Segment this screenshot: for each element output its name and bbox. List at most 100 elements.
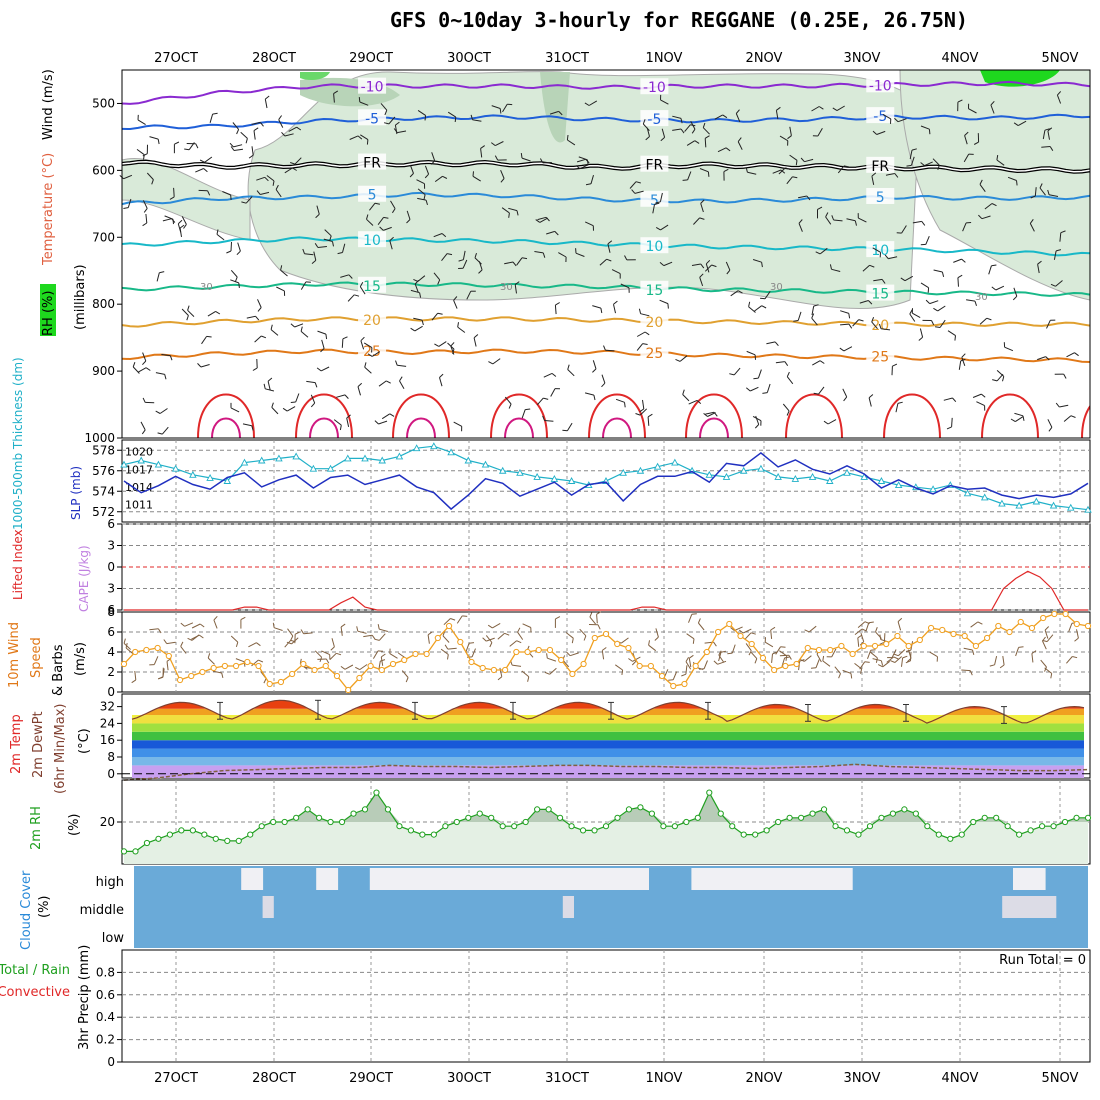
wind-barb: [381, 413, 391, 420]
surface-wind-barb: [750, 632, 756, 635]
surface-wind-barb: [125, 642, 128, 649]
wind-barb: [267, 381, 271, 391]
thickness-marker: [344, 454, 352, 462]
surface-wind-barb: [689, 654, 694, 659]
wind-barb: [132, 366, 140, 374]
wind-barb: [142, 360, 147, 366]
surface-wind-barb: [555, 616, 561, 620]
wind-barb: [811, 306, 815, 316]
surface-wind-barb: [371, 634, 376, 640]
wind-barb: [995, 285, 1005, 291]
rh-marker: [361, 806, 369, 813]
wind-barb: [466, 290, 472, 300]
wind-barb: [752, 415, 762, 422]
wind-barb: [383, 216, 389, 219]
wind-barb: [474, 252, 477, 259]
wind-barb: [843, 346, 853, 352]
wind-barb: [705, 259, 711, 265]
wind-barb: [535, 219, 541, 223]
rh-marker: [1038, 823, 1046, 830]
wind-barb: [184, 148, 190, 151]
wind-speed-marker: [210, 664, 217, 672]
wind-barb: [813, 304, 819, 307]
surface-wind-barb: [512, 664, 522, 667]
rh-2m-axis-label: 2m RH: [29, 806, 44, 850]
isotherm-label: 25: [871, 350, 889, 366]
surface-wind-barb: [893, 656, 899, 660]
wind-barb: [843, 165, 849, 168]
wind-barb: [314, 382, 318, 388]
surface-wind-barb: [1068, 623, 1073, 632]
wind-barb: [508, 207, 518, 212]
wind-barb: [919, 328, 924, 338]
surface-wind-barb: [547, 657, 557, 662]
wind-barb: [832, 107, 838, 112]
wind-barb: [431, 152, 436, 161]
lifted-index-series-line: [124, 570, 1088, 611]
isotherm-label: FR: [871, 159, 889, 175]
wind-barb: [473, 337, 477, 347]
isotherm-label: 5: [650, 193, 659, 209]
wind-barb: [472, 119, 482, 122]
wind-barb: [660, 137, 665, 142]
wind-speed-marker: [289, 670, 296, 678]
wind-barb: [806, 195, 811, 201]
isotherm-30-arc: [1081, 405, 1090, 438]
wind-barb: [544, 420, 554, 422]
wind-barb: [639, 408, 648, 416]
wind-barb: [675, 358, 681, 362]
cloud-cell-high: [787, 868, 800, 890]
wind-barb: [508, 403, 512, 409]
rh-marker: [270, 818, 277, 826]
wind-speed-marker: [367, 662, 374, 670]
isotherm-30-arc: [490, 393, 548, 438]
isotherm-30-arc: [685, 393, 743, 438]
thickness-marker: [843, 468, 851, 476]
wind-barb: [245, 138, 248, 144]
wind-speed-marker: [1062, 610, 1069, 618]
wind-barb: [324, 229, 332, 237]
surface-wind-barb: [381, 653, 386, 658]
thickness-marker: [826, 477, 834, 484]
date-label-top: 31OCT: [545, 51, 589, 66]
wind-barb: [831, 268, 841, 272]
cloud-cell-high: [541, 868, 553, 890]
wind-barb: [636, 343, 644, 351]
wind-speed-marker: [1028, 624, 1036, 632]
wind-barb: [442, 175, 448, 179]
wind-barb: [336, 394, 346, 398]
wind-barb: [785, 167, 791, 170]
surface-wind-barb: [374, 638, 380, 641]
rh-marker: [499, 823, 506, 830]
wind-barb: [378, 420, 388, 425]
wind-barb: [179, 224, 185, 229]
surface-wind-barb: [905, 649, 912, 652]
isotherm-label: -5: [647, 112, 661, 128]
rh-marker: [143, 839, 151, 847]
wind-barb: [313, 251, 317, 261]
surface-wind-barb: [596, 614, 598, 624]
wind-barb: [480, 148, 483, 158]
wind-barb: [271, 402, 274, 408]
isotherm-35-arc: [211, 417, 241, 438]
wind-barb: [1015, 416, 1024, 423]
temperature-unit-label: (°C): [77, 728, 92, 754]
wind-barb: [414, 283, 419, 293]
surface-wind-barb: [166, 661, 169, 671]
wind-barb: [149, 136, 159, 140]
wind-barb: [536, 397, 544, 406]
wind-barb: [377, 217, 384, 225]
surface-wind-barb: [905, 660, 911, 664]
wind-barb: [754, 424, 760, 429]
wind-barb: [979, 184, 986, 192]
date-label-bottom: 31OCT: [545, 1071, 589, 1086]
wind-barb: [514, 284, 517, 294]
surface-wind-barb: [569, 652, 579, 657]
surface-wind-barb: [442, 631, 446, 636]
wind-barb: [958, 360, 962, 370]
wind-barb: [848, 313, 851, 319]
cloud-axis-label: Cloud Cover: [19, 870, 34, 950]
surface-wind-barb: [1066, 656, 1073, 664]
wind-speed-marker: [580, 660, 587, 668]
wind-barb: [642, 123, 650, 131]
